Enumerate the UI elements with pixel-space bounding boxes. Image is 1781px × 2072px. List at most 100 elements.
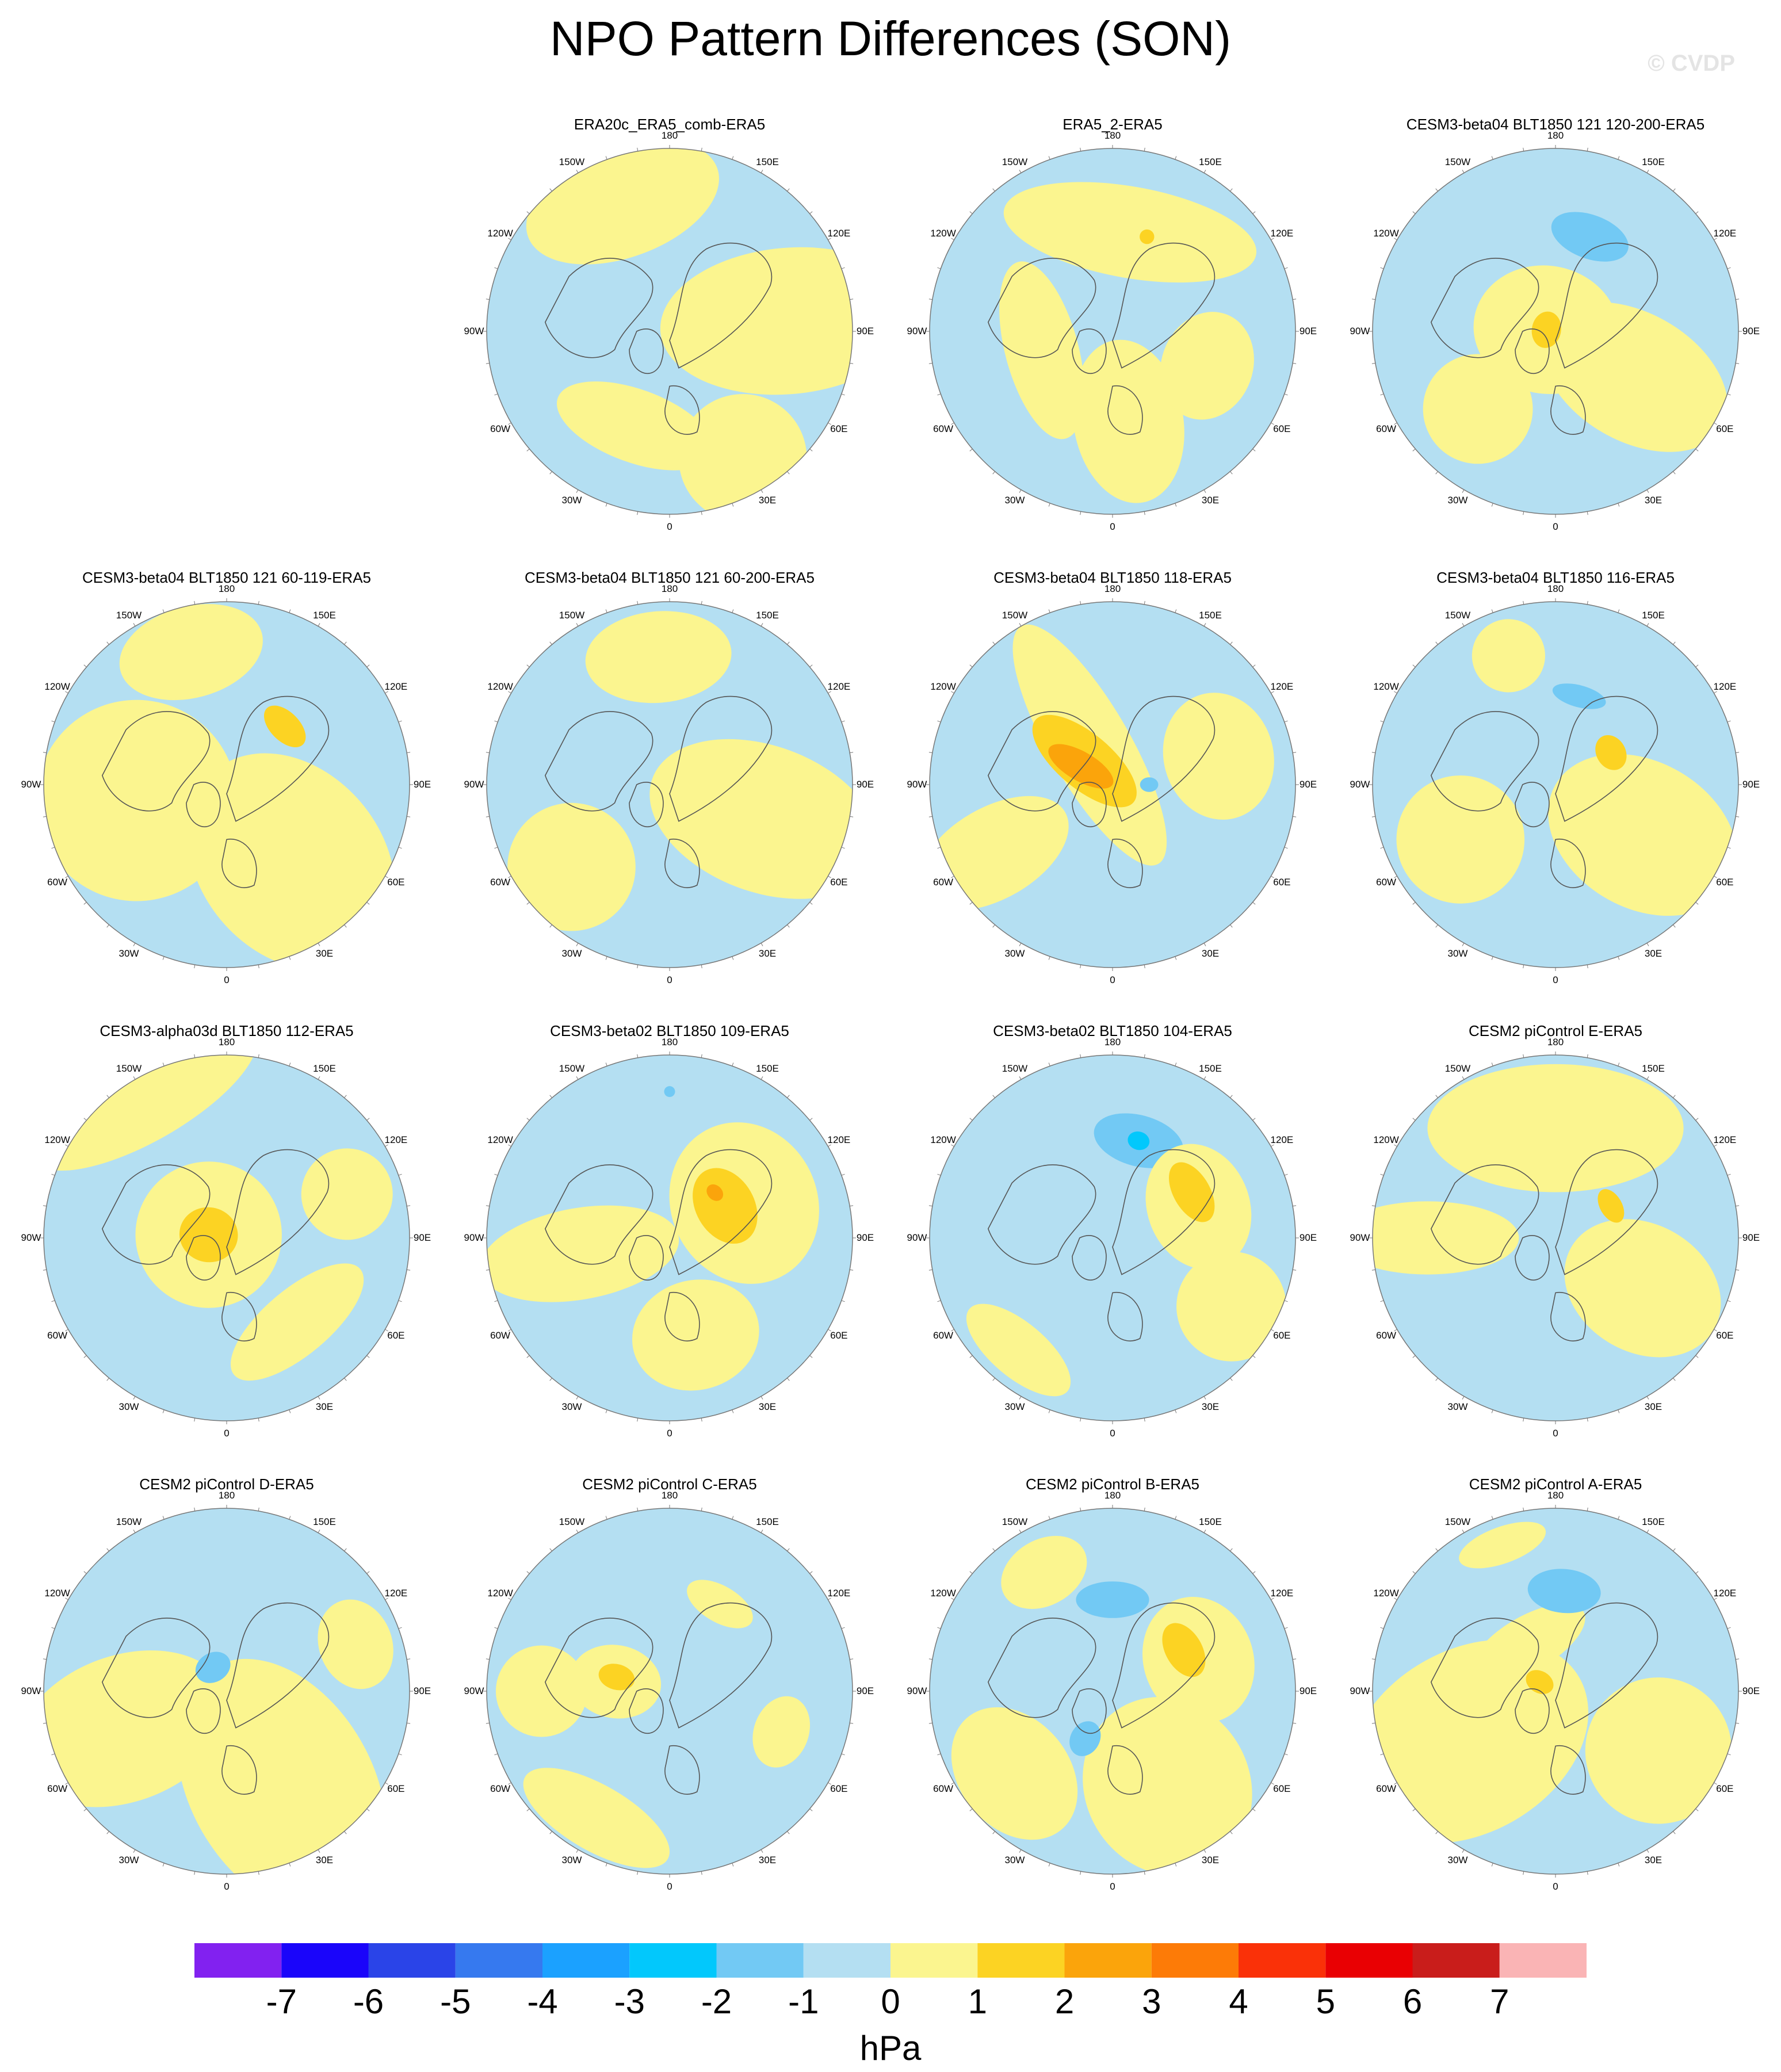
longitude-label: 150W [559,609,585,621]
longitude-tick [1618,156,1620,160]
contour-region [1551,212,1629,262]
longitude-tick [809,1571,813,1574]
longitude-tick [1435,471,1438,475]
longitude-tick [1714,691,1717,694]
longitude-tick [1380,1753,1384,1756]
longitude-tick [162,1409,165,1413]
longitude-tick [992,1548,995,1551]
longitude-label: 180 [218,1037,235,1048]
longitude-tick [850,816,854,817]
longitude-tick [828,238,831,240]
longitude-label: 150W [116,1516,142,1527]
longitude-label: 30E [758,495,777,506]
longitude-tick [1618,956,1620,960]
contour-region [1552,683,1606,709]
longitude-tick [1293,752,1297,754]
longitude-tick [1673,1548,1676,1551]
longitude-tick [1371,362,1375,364]
longitude-tick [969,1118,973,1121]
longitude-tick [526,211,530,214]
longitude-tick [385,1144,388,1147]
longitude-tick [407,816,411,817]
longitude-label: 30E [1644,1401,1662,1413]
longitude-label: 90W [21,779,41,790]
longitude-label: 30W [1004,948,1025,959]
longitude-tick [385,1329,388,1332]
longitude-tick [1462,1076,1465,1080]
coastline [664,1745,700,1795]
coastline [1430,1164,1539,1265]
longitude-tick [637,147,639,151]
contour-region [1459,1521,1546,1569]
longitude-tick [494,1627,498,1629]
longitude-label: 90W [1350,1232,1370,1243]
contour-region [1373,1639,1589,1844]
longitude-tick [937,1627,941,1629]
longitude-tick [1019,1076,1022,1080]
longitude-label: 150W [1002,609,1028,621]
colorbar-tick-label: -6 [353,1982,384,2021]
coastline [101,1164,211,1265]
longitude-label: 30W [1447,495,1468,506]
longitude-label: 180 [661,1490,678,1501]
longitude-tick [1394,422,1397,425]
longitude-tick [1714,1782,1717,1785]
coastline [629,782,664,828]
longitude-tick [1462,943,1465,946]
longitude-tick [937,393,941,396]
longitude-label: 30W [1004,1401,1025,1413]
longitude-tick [841,393,845,396]
longitude-tick [106,1548,109,1551]
longitude-tick [605,609,607,613]
longitude-label: 120E [827,1588,851,1599]
longitude-label: 60W [47,1783,68,1794]
longitude-label: 90W [907,326,927,337]
longitude-label: 30E [1201,1401,1220,1413]
longitude-tick [385,876,388,878]
longitude-tick [508,691,511,694]
longitude-label: 120W [930,228,956,239]
contour-region [179,1207,238,1263]
longitude-label: 180 [218,1490,235,1501]
longitude-tick [992,641,995,645]
longitude-tick [701,511,702,515]
longitude-tick [787,641,790,645]
longitude-tick [937,720,941,722]
longitude-tick [289,1516,291,1520]
longitude-tick [787,1548,790,1551]
longitude-label: 180 [1104,583,1121,594]
longitude-tick [1175,1516,1177,1520]
longitude-tick [850,752,854,754]
colorbar-tick-label: 2 [1054,1982,1075,2021]
longitude-tick [1019,490,1022,493]
contour-region [632,1279,759,1391]
coastline [629,328,664,374]
longitude-tick [1646,943,1649,946]
longitude-tick [951,1144,954,1147]
longitude-tick [1727,1627,1731,1629]
longitude-label: 60E [1716,1783,1734,1794]
longitude-tick [289,1863,291,1867]
longitude-tick [1252,902,1256,905]
longitude-tick [760,1530,763,1533]
longitude-tick [760,1396,763,1400]
coastline [226,695,330,822]
coastline [1550,1291,1586,1341]
longitude-tick [1284,1627,1288,1629]
panel-title: CESM2 piControl E-ERA5 [1469,1022,1642,1039]
longitude-label: 90W [464,1685,484,1696]
longitude-tick [133,943,136,946]
longitude-label: 150W [1002,1062,1028,1074]
contour-region [1140,777,1159,792]
longitude-tick [162,1863,165,1867]
longitude-label: 120E [384,1134,408,1145]
longitude-label: 30E [1201,1855,1220,1866]
longitude-tick [809,902,813,905]
longitude-label: 150E [313,609,336,621]
longitude-tick [106,1095,109,1098]
longitude-tick [508,1144,511,1147]
longitude-tick [549,1548,552,1551]
contour-region [1048,744,1114,789]
longitude-tick [1695,211,1699,214]
longitude-label: 90E [413,1232,431,1243]
